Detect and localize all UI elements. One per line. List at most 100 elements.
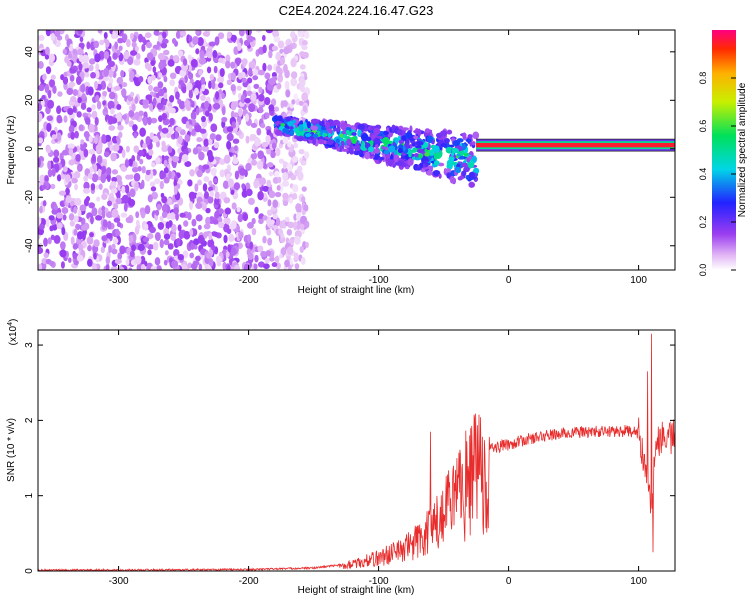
- heatmap-cell: [277, 73, 284, 83]
- heatmap-cell: [112, 237, 119, 245]
- heatmap-cell: [90, 71, 97, 79]
- heatmap-cell: [364, 151, 370, 160]
- heatmap-cell: [324, 121, 331, 130]
- heatmap-cell: [110, 181, 117, 187]
- heatmap-cell: [265, 30, 273, 34]
- heatmap-cell: [38, 223, 45, 230]
- heatmap-cell: [103, 32, 108, 39]
- heatmap-cell: [159, 215, 164, 222]
- heatmap-cell: [282, 180, 290, 187]
- heatmap-cell: [218, 99, 224, 107]
- heatmap-cell: [452, 139, 461, 147]
- heatmap-cell: [70, 95, 77, 103]
- heatmap-cell: [304, 220, 310, 229]
- heatmap-cell: [255, 30, 262, 33]
- heatmap-cell: [168, 170, 172, 180]
- heatmap-cell: [424, 128, 431, 134]
- heatmap-cell: [139, 158, 144, 165]
- heatmap-cell: [88, 135, 93, 143]
- heatmap-cell: [290, 174, 297, 181]
- heatmap-cell: [372, 154, 381, 160]
- heatmap-cell: [38, 84, 45, 92]
- heatmap-cell: [302, 51, 309, 59]
- heatmap-cell: [236, 116, 242, 123]
- heatmap-cell: [184, 160, 192, 167]
- heatmap-cell: [296, 224, 301, 230]
- heatmap-cell: [61, 206, 69, 214]
- heatmap-cell: [256, 160, 264, 170]
- heatmap-cell: [74, 197, 82, 206]
- heatmap-cell: [133, 145, 140, 153]
- heatmap-cell: [111, 208, 119, 218]
- heatmap-cell: [205, 252, 212, 259]
- heatmap-cell: [170, 233, 176, 241]
- heatmap-cell: [190, 58, 198, 68]
- heatmap-cell: [120, 212, 128, 218]
- heatmap-cell: [310, 125, 319, 131]
- heatmap-cell: [103, 67, 109, 77]
- heatmap-cell: [192, 260, 200, 266]
- heatmap-cell: [161, 195, 168, 204]
- heatmap-cell: [108, 245, 113, 254]
- heatmap-cell: [238, 72, 243, 80]
- heatmap-cell: [426, 170, 433, 176]
- heatmap-cell: [398, 139, 404, 144]
- heatmap-cell: [83, 181, 90, 190]
- heatmap-cell: [144, 172, 151, 182]
- heatmap-cell: [134, 96, 139, 104]
- heatmap-cell: [418, 153, 424, 159]
- figure-title: C2E4.2024.224.16.47.G23: [279, 3, 434, 18]
- heatmap-cell: [66, 60, 72, 67]
- colorbar-tick-label: 0.6: [698, 120, 708, 133]
- heatmap-cell: [416, 148, 425, 154]
- x-tick-label: -200: [239, 576, 259, 587]
- heatmap-cell: [382, 136, 390, 145]
- heatmap-cell: [296, 129, 301, 137]
- heatmap-cell: [152, 66, 157, 73]
- heatmap-cell: [95, 94, 100, 103]
- heatmap-cell: [345, 129, 350, 135]
- heatmap-cell: [262, 215, 268, 221]
- heatmap-cell: [95, 184, 100, 190]
- heatmap-cell: [135, 211, 140, 219]
- heatmap-cell: [266, 148, 272, 155]
- heatmap-cell: [262, 162, 268, 169]
- heatmap-cell: [168, 95, 175, 103]
- heatmap-cell: [157, 81, 164, 89]
- heatmap-cell: [177, 224, 182, 232]
- heatmap-cell: [139, 127, 146, 137]
- heatmap-cell: [48, 260, 55, 267]
- heatmap-cell: [167, 106, 172, 114]
- heatmap-cell: [253, 263, 258, 270]
- heatmap-cell: [272, 199, 279, 209]
- heatmap-cell: [233, 112, 239, 118]
- heatmap-cell: [68, 159, 75, 166]
- heatmap-cell: [231, 123, 237, 129]
- heatmap-cell: [335, 138, 341, 144]
- heatmap-cell: [58, 190, 67, 196]
- heatmap-cell: [188, 35, 193, 43]
- heatmap-cell: [233, 145, 238, 152]
- heatmap-cell: [231, 202, 237, 210]
- heatmap-cell: [336, 146, 340, 152]
- heatmap-cell: [75, 75, 82, 86]
- heatmap-cell: [86, 41, 91, 50]
- heatmap-cell: [198, 263, 203, 270]
- heatmap-cell: [189, 169, 195, 177]
- heatmap-cell: [237, 213, 244, 223]
- heatmap-cell: [163, 233, 171, 240]
- heatmap-cell: [173, 185, 178, 195]
- heatmap-cell: [284, 259, 290, 268]
- heatmap-cell: [161, 98, 167, 106]
- heatmap-cell: [351, 132, 357, 136]
- heatmap-cell: [289, 196, 293, 204]
- heatmap-y-ticks: -40 -20 0 20 40: [24, 46, 675, 253]
- heatmap-cell: [195, 202, 203, 210]
- heatmap-cell: [226, 228, 232, 235]
- heatmap-cell: [158, 124, 162, 132]
- heatmap-cell: [116, 190, 121, 200]
- heatmap-cell: [202, 183, 208, 192]
- heatmap-cell: [155, 157, 161, 165]
- heatmap-cell: [175, 126, 182, 132]
- heatmap-cell: [43, 237, 48, 247]
